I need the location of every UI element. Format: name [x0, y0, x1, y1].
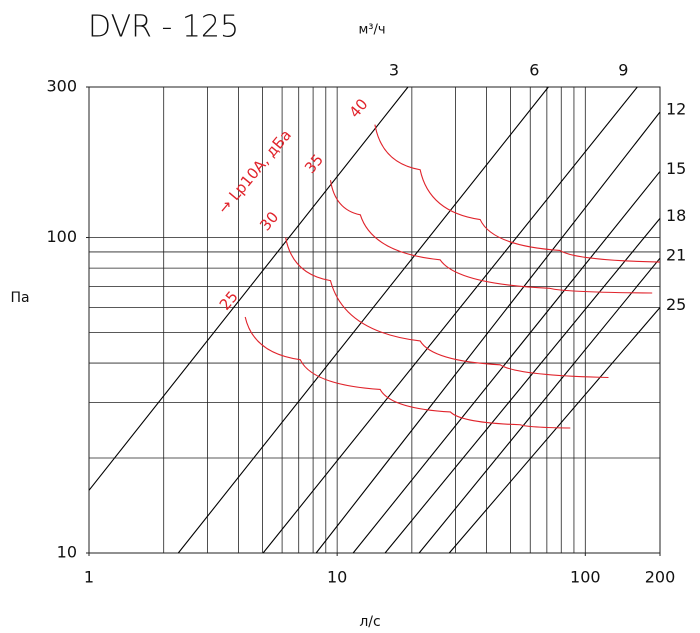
curve-label: 30 — [256, 208, 282, 234]
y-axis-label: Па — [10, 290, 29, 306]
y-tick-label: 100 — [46, 227, 77, 246]
line-label: 18 — [666, 206, 686, 225]
resistance-line — [418, 257, 661, 554]
resistance-line — [177, 86, 549, 554]
sound-level-curve — [329, 180, 653, 294]
top-axis-label: м³/ч — [358, 23, 385, 38]
curve-label: 35 — [301, 151, 327, 177]
x-tick-label: 200 — [645, 568, 676, 587]
line-label: 25 — [666, 295, 686, 314]
line-label: 3 — [389, 61, 399, 80]
annotation: → Lp10A, дБа — [214, 126, 295, 217]
line-label: 21 — [666, 246, 686, 265]
x-axis-label: л/с — [359, 614, 380, 630]
resistance-line — [315, 111, 661, 554]
chart-title: DVR - 125 — [88, 10, 239, 45]
sound-level-curve — [374, 124, 661, 263]
resistance-line — [448, 307, 661, 554]
y-tick-label: 300 — [46, 77, 77, 96]
x-tick-label: 100 — [570, 568, 601, 587]
curve-label: 25 — [216, 288, 242, 314]
line-label: 12 — [666, 99, 686, 118]
line-label: 9 — [618, 61, 628, 80]
resistance-line — [352, 171, 661, 554]
line-label: 15 — [666, 159, 686, 178]
y-tick-label: 10 — [57, 543, 77, 562]
resistance-line — [262, 86, 638, 554]
x-tick-label: 1 — [84, 568, 94, 587]
curve-label: 40 — [346, 95, 372, 121]
sound-level-curve — [285, 237, 609, 379]
sound-level-curve — [244, 316, 571, 429]
plot-frame — [88, 86, 661, 554]
resistance-line — [88, 86, 409, 491]
line-label: 6 — [529, 61, 539, 80]
resistance-line — [384, 218, 661, 554]
x-tick-label: 10 — [327, 568, 347, 587]
